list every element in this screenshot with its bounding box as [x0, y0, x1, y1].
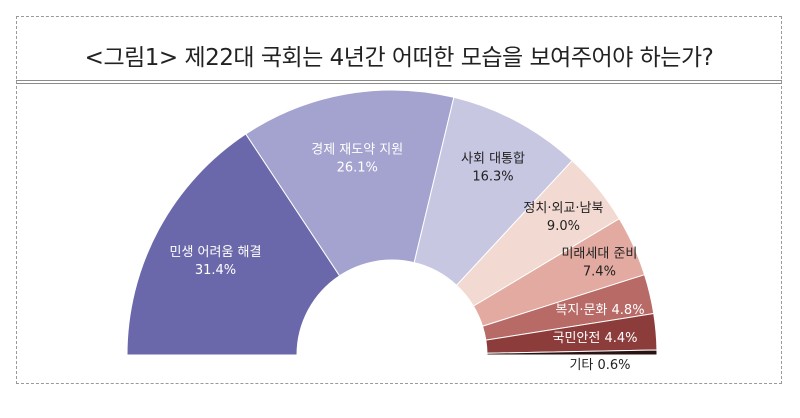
- label-value-정치-외교-남북: 9.0%: [547, 219, 580, 234]
- label-category-정치-외교-남북: 정치·외교·남북: [523, 201, 603, 216]
- title-divider: [16, 80, 782, 81]
- label-value-민생-어려움-해결: 31.4%: [195, 263, 236, 278]
- title-divider-lower: [16, 83, 782, 84]
- slice-민생-어려움-해결: [126, 133, 341, 356]
- label-category-사회-대통합: 사회 대통합: [461, 151, 525, 166]
- slice-label-경제-재도약-지원: 경제 재도약 지원 26.1%: [311, 143, 403, 176]
- label-value-사회-대통합: 16.3%: [472, 169, 513, 184]
- label-category-미래세대-준비: 미래세대 준비: [561, 246, 637, 261]
- slice-label-국민안전: 국민안전 4.4%: [553, 331, 638, 346]
- chart-frame: [16, 16, 782, 384]
- slice-label-사회-대통합: 사회 대통합 16.3%: [461, 151, 525, 184]
- slice-label-민생-어려움-해결: 민생 어려움 해결 31.4%: [169, 245, 261, 278]
- label-text-국민안전: 국민안전 4.4%: [553, 331, 638, 346]
- label-value-경제-재도약-지원: 26.1%: [337, 161, 378, 176]
- slice-경제-재도약-지원: [245, 89, 455, 277]
- slice-사회-대통합: [413, 96, 573, 287]
- slice-label-미래세대-준비: 미래세대 준비 7.4%: [561, 246, 637, 279]
- slice-기타: [486, 349, 658, 356]
- chart-title: <그림1> 제22대 국회는 4년간 어떠한 모습을 보여주어야 하는가?: [84, 45, 714, 71]
- slice-label-정치-외교-남북: 정치·외교·남북 9.0%: [523, 201, 603, 234]
- slice-label-기타: 기타 0.6%: [569, 358, 630, 373]
- label-value-미래세대-준비: 7.4%: [583, 264, 616, 279]
- label-category-경제-재도약-지원: 경제 재도약 지원: [311, 143, 403, 158]
- slice-label-복지-문화: 복지·문화 4.8%: [555, 303, 644, 318]
- label-text-기타: 기타 0.6%: [569, 358, 630, 373]
- label-text-복지-문화: 복지·문화 4.8%: [555, 303, 644, 318]
- label-category-민생-어려움-해결: 민생 어려움 해결: [169, 245, 261, 260]
